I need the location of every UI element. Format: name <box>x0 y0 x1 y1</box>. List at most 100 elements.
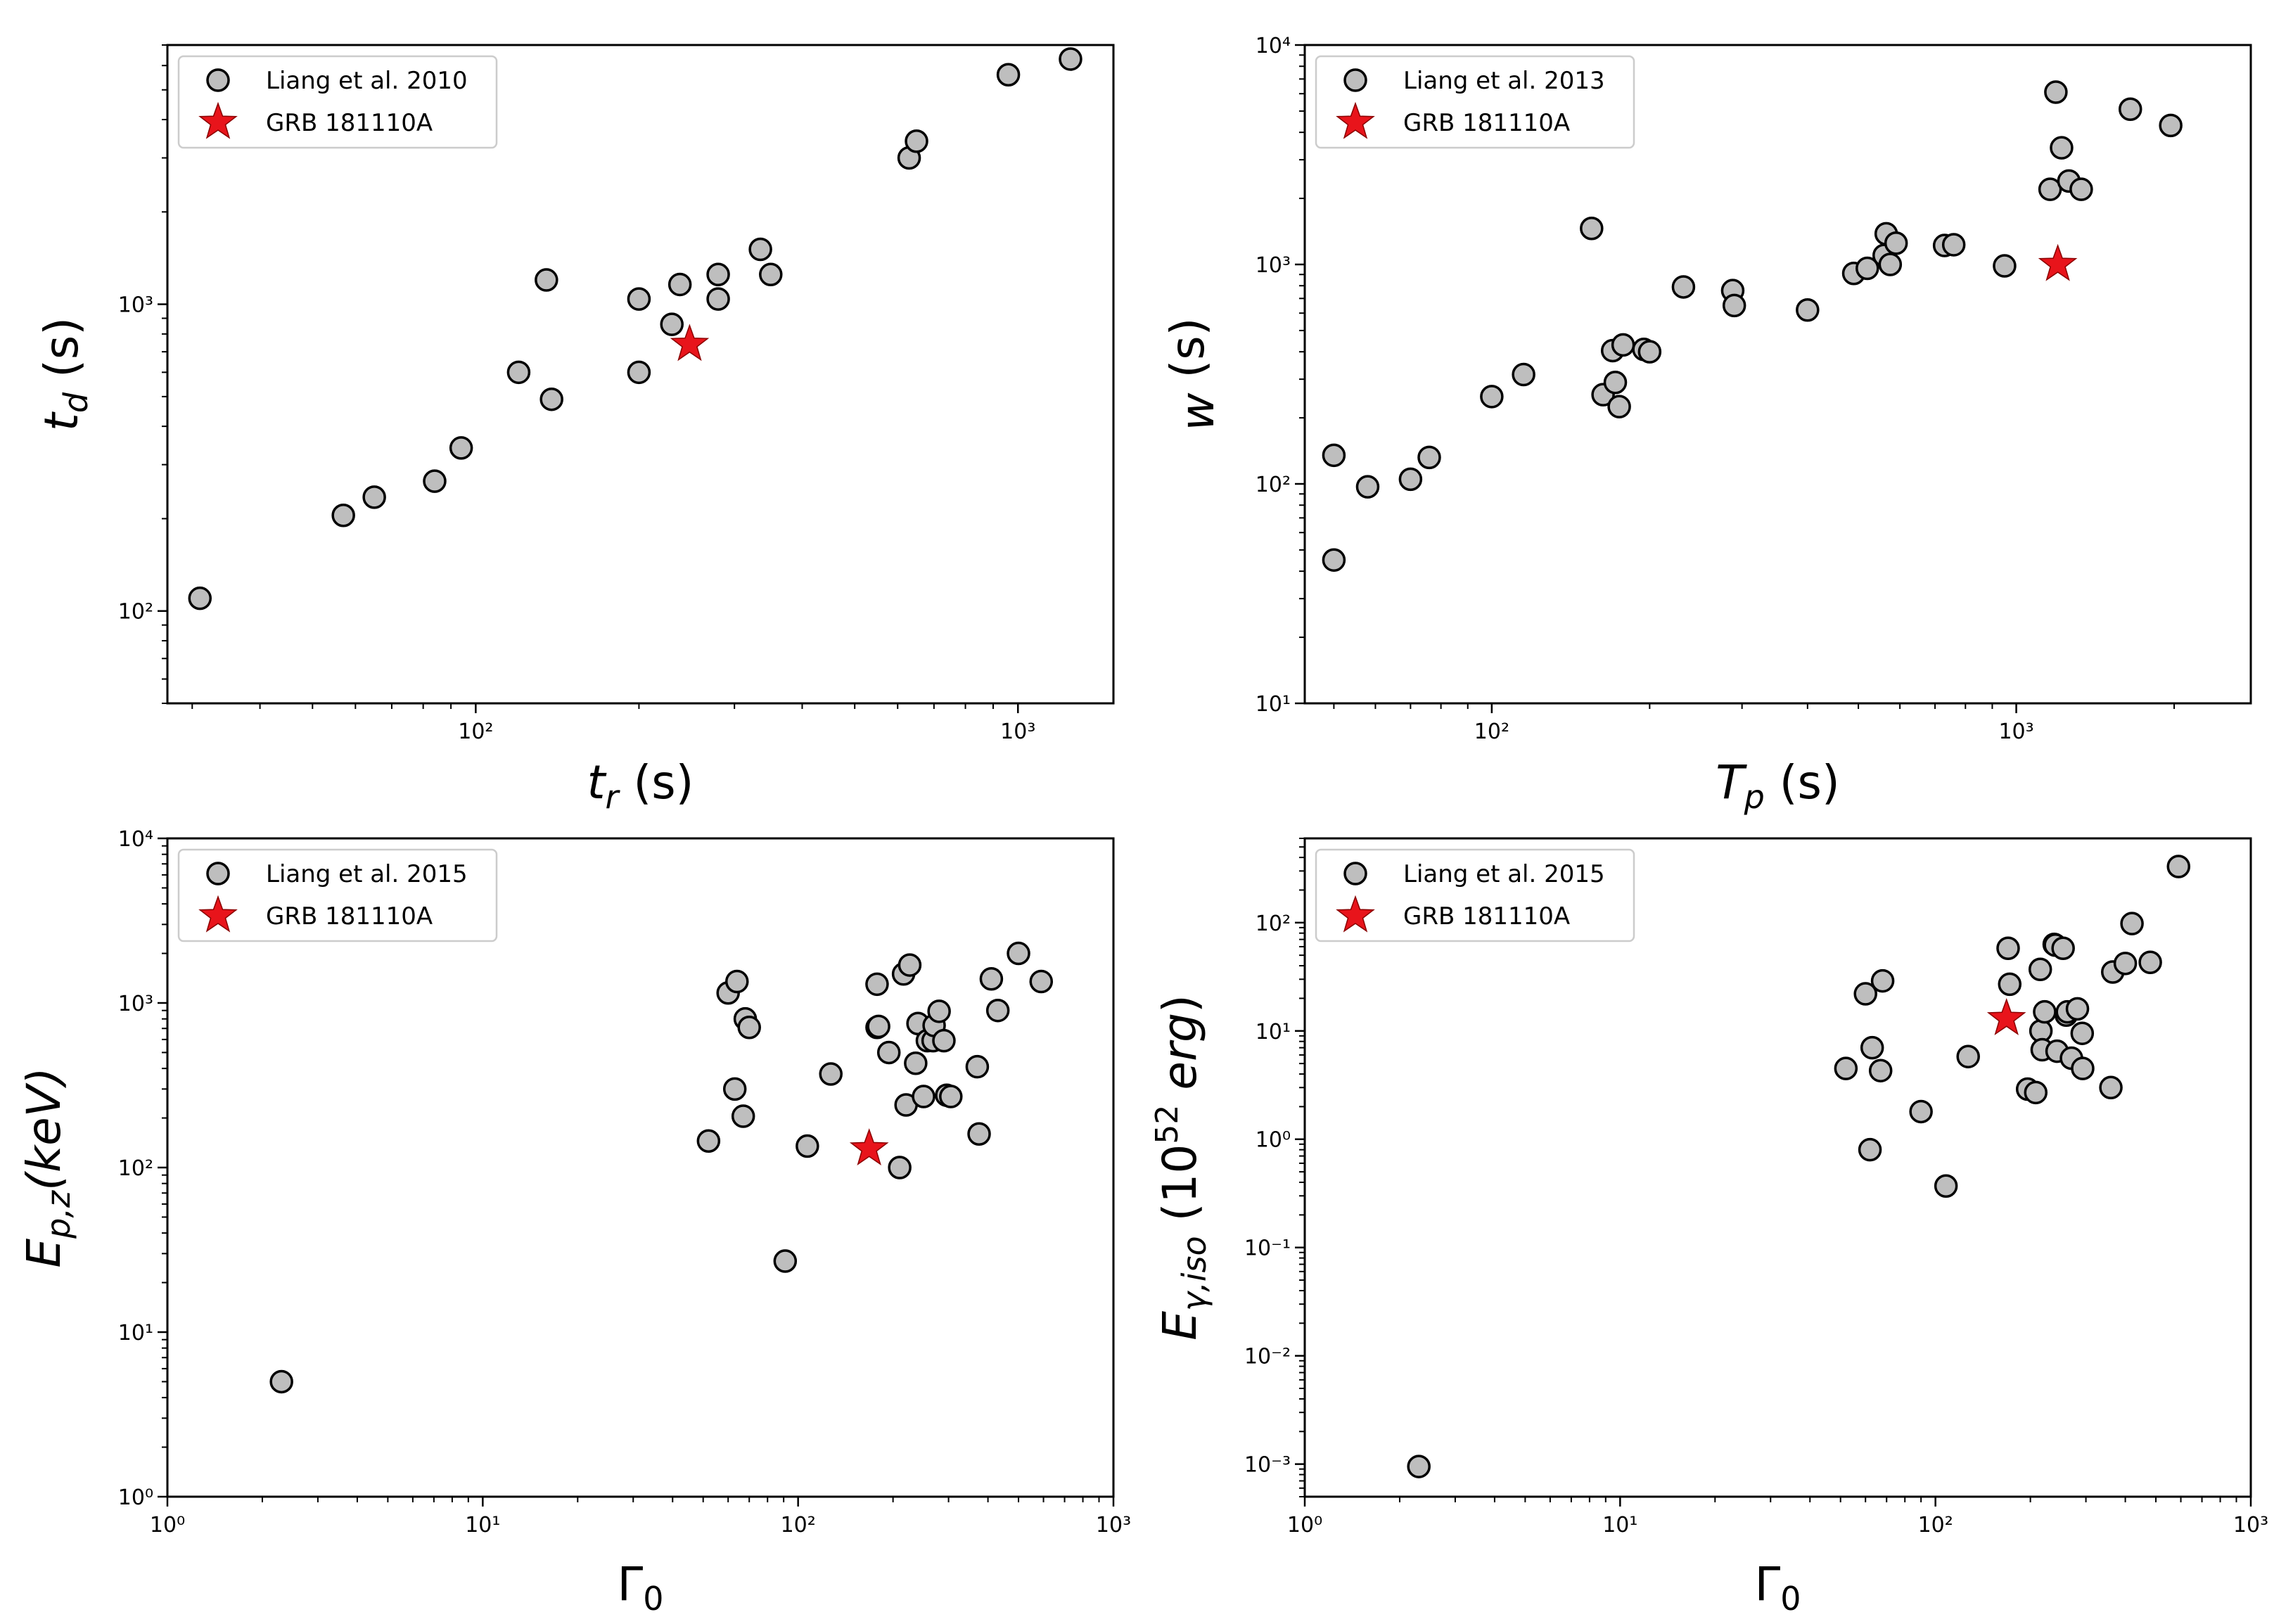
axes-frame <box>1303 837 2252 1498</box>
data-point <box>2166 855 2191 878</box>
data-point <box>1856 256 1879 281</box>
data-point <box>1796 298 1820 322</box>
star-point <box>849 1128 889 1166</box>
data-point <box>876 1040 901 1065</box>
data-point <box>362 485 386 509</box>
y-tick-label: 10³ <box>1256 253 1291 278</box>
data-point <box>965 1054 990 1079</box>
x-tick-label: 10³ <box>2233 1513 2268 1537</box>
data-point <box>423 469 447 493</box>
data-point <box>996 63 1021 87</box>
data-point <box>668 272 692 297</box>
data-point <box>904 1051 928 1075</box>
legend-circle-marker <box>206 862 230 885</box>
data-point <box>905 129 928 153</box>
data-point <box>535 268 558 292</box>
data-point <box>2159 113 2183 138</box>
data-point <box>449 436 473 460</box>
data-point <box>932 1028 956 1053</box>
data-point <box>737 1016 761 1040</box>
data-point <box>1860 1035 1884 1060</box>
series-circles <box>1407 855 2191 1478</box>
data-point <box>867 1014 890 1039</box>
data-point <box>2138 950 2162 974</box>
axes-frame <box>1303 44 2252 705</box>
data-point <box>188 586 212 610</box>
data-point <box>331 503 355 528</box>
data-point <box>912 1085 935 1108</box>
data-point <box>2071 1056 2095 1080</box>
panel-1: 10² 10³ 10² 10³ Liang et al. 2010 GRB 181110A… <box>34 44 1115 816</box>
data-point <box>1878 252 1903 276</box>
data-point <box>696 1129 721 1153</box>
data-point <box>1834 1056 1858 1080</box>
star-point <box>2038 243 2078 281</box>
legend-label: GRB 181110A <box>266 902 433 931</box>
data-point <box>2033 999 2057 1024</box>
x-tick-label: 10³ <box>1000 720 1035 744</box>
x-tick-label: 10² <box>781 1513 816 1537</box>
x-tick-label: 10² <box>458 720 493 744</box>
y-tick-label: 10⁰ <box>118 1485 153 1510</box>
legend-star-marker <box>198 895 238 933</box>
data-point <box>939 1085 963 1108</box>
legend-circle-marker <box>1343 68 1367 92</box>
axes-frame <box>166 837 1115 1498</box>
data-point <box>979 967 1004 991</box>
data-point <box>1603 370 1628 395</box>
y-axis-label: Eγ,iso (1052 erg) <box>1149 995 1213 1341</box>
y-tick-label: 10³ <box>118 293 153 318</box>
y-tick-label: 10² <box>118 600 153 625</box>
x-axis-label: Γ0 <box>1754 1557 1801 1618</box>
axes-frame <box>166 44 1115 705</box>
data-point <box>1941 233 1966 257</box>
data-point <box>2099 1075 2123 1100</box>
legend-box <box>177 848 498 942</box>
data-point <box>2113 952 2138 976</box>
data-point <box>796 1134 819 1158</box>
x-tick-label: 10² <box>1918 1513 1953 1537</box>
data-point <box>506 360 531 385</box>
legend-label: GRB 181110A <box>1403 109 1570 137</box>
data-point <box>1671 275 1696 299</box>
data-point <box>773 1249 798 1273</box>
data-point <box>1322 443 1346 468</box>
data-point <box>1398 467 1423 492</box>
data-point <box>1870 968 1895 993</box>
y-axis-label: Ep,z(keV) <box>17 1067 77 1267</box>
data-point <box>1722 293 1746 318</box>
legend-star-marker <box>1336 101 1375 139</box>
x-axis-label: Tp (s) <box>1716 755 1839 816</box>
data-point <box>985 998 1010 1023</box>
data-point <box>2070 1021 2095 1045</box>
data-point <box>722 1077 747 1101</box>
y-tick-label: 10² <box>118 1156 153 1181</box>
data-point <box>1993 254 2017 278</box>
data-point <box>1007 941 1030 966</box>
y-axis-label: w (s) <box>1161 318 1225 431</box>
y-tick-label: 10² <box>1256 473 1291 497</box>
series-circles <box>188 47 1082 610</box>
data-point <box>2120 912 2144 935</box>
data-point <box>888 1156 912 1179</box>
y-axis-label: td (s) <box>34 317 95 431</box>
data-point <box>1059 47 1082 71</box>
x-axis-label: tr (s) <box>587 755 694 816</box>
legend-label: Liang et al. 2015 <box>1403 860 1605 888</box>
data-point <box>1580 216 1604 241</box>
data-point <box>1407 1454 1431 1478</box>
series-circles <box>1322 80 2183 572</box>
data-point <box>627 287 651 311</box>
panel-3: 10⁰ 10¹ 10² 10³ 10⁰ 10¹ 10² 10³ 10⁴ Liang et al. … <box>17 827 1131 1618</box>
data-point <box>660 312 684 336</box>
data-point <box>1868 1059 1893 1082</box>
y-tick-label: 10¹ <box>118 1321 153 1345</box>
y-tick-label: 10⁰ <box>1256 1128 1291 1153</box>
data-point <box>1909 1099 1933 1124</box>
legend-label: GRB 181110A <box>1403 902 1570 931</box>
star-point <box>670 324 710 362</box>
data-point <box>1858 1137 1882 1162</box>
x-tick-label: 10⁰ <box>1287 1513 1322 1537</box>
star-point <box>1986 997 2026 1035</box>
data-point <box>2024 1080 2048 1105</box>
